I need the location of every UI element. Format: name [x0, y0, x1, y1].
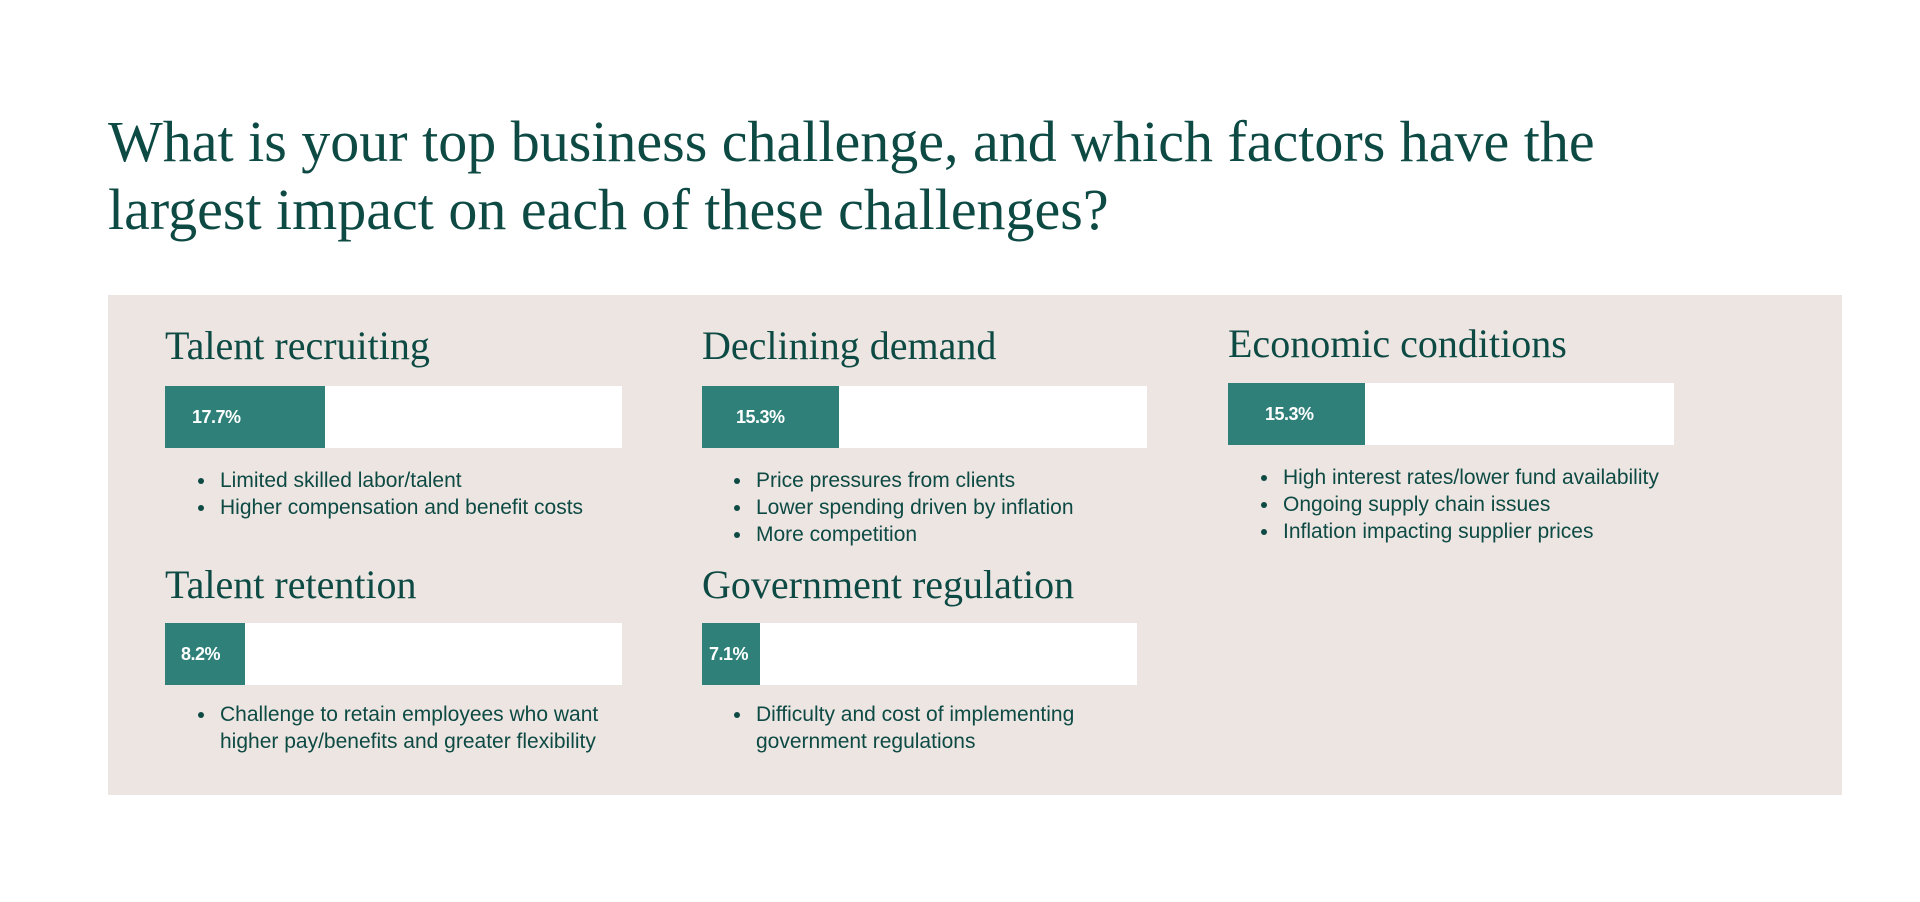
percent-bar-fill — [165, 386, 325, 448]
challenge-title: Government regulation — [702, 562, 1075, 607]
percent-bar: 7.1% — [702, 623, 1137, 685]
factor-item: Challenge to retain employees who want h… — [190, 701, 640, 755]
factor-item: Lower spending driven by inflation — [726, 494, 1166, 521]
percent-bar: 17.7% — [165, 386, 622, 448]
percent-bar: 15.3% — [702, 386, 1147, 448]
challenge-card-talent-retention: Talent retention — [165, 562, 417, 608]
factor-item: Difficulty and cost of implementing gove… — [726, 701, 1146, 755]
factor-item: Inflation impacting supplier prices — [1253, 518, 1773, 545]
percent-label: 8.2% — [181, 644, 221, 664]
page-title: What is your top business challenge, and… — [108, 109, 1595, 242]
factor-list: Challenge to retain employees who want h… — [190, 701, 640, 755]
percent-label: 15.3% — [736, 407, 785, 427]
percent-bar: 15.3% — [1228, 383, 1674, 445]
challenges-panel: Talent recruiting 17.7% Limited skilled … — [108, 295, 1842, 795]
challenge-card-declining-demand: Declining demand — [702, 323, 996, 369]
factor-list: Difficulty and cost of implementing gove… — [726, 701, 1146, 755]
challenge-title: Talent recruiting — [165, 323, 430, 368]
challenge-card-talent-recruiting: Talent recruiting — [165, 323, 430, 369]
challenge-title: Declining demand — [702, 323, 997, 368]
factor-item: More competition — [726, 521, 1166, 548]
challenge-card-economic-conditions: Economic conditions — [1228, 321, 1567, 367]
factor-item: Limited skilled labor/talent — [190, 467, 630, 494]
percent-bar-fill — [1228, 383, 1365, 445]
percent-label: 7.1% — [709, 644, 749, 664]
challenge-card-government-regulation: Government regulation — [702, 562, 1074, 608]
percent-label: 15.3% — [1265, 404, 1314, 424]
percent-bar: 8.2% — [165, 623, 622, 685]
challenge-title: Economic conditions — [1228, 321, 1567, 366]
factor-list: High interest rates/lower fund availabil… — [1253, 464, 1773, 545]
factor-list: Limited skilled labor/talent Higher comp… — [190, 467, 630, 521]
factor-item: High interest rates/lower fund availabil… — [1253, 464, 1773, 491]
factor-item: Price pressures from clients — [726, 467, 1166, 494]
percent-bar-fill — [702, 386, 839, 448]
factor-list: Price pressures from clients Lower spend… — [726, 467, 1166, 548]
percent-bar-fill — [165, 623, 245, 685]
factor-item: Ongoing supply chain issues — [1253, 491, 1773, 518]
percent-bar-fill — [702, 623, 760, 685]
factor-item: Higher compensation and benefit costs — [190, 494, 630, 521]
percent-label: 17.7% — [192, 407, 241, 427]
challenge-title: Talent retention — [165, 562, 417, 607]
